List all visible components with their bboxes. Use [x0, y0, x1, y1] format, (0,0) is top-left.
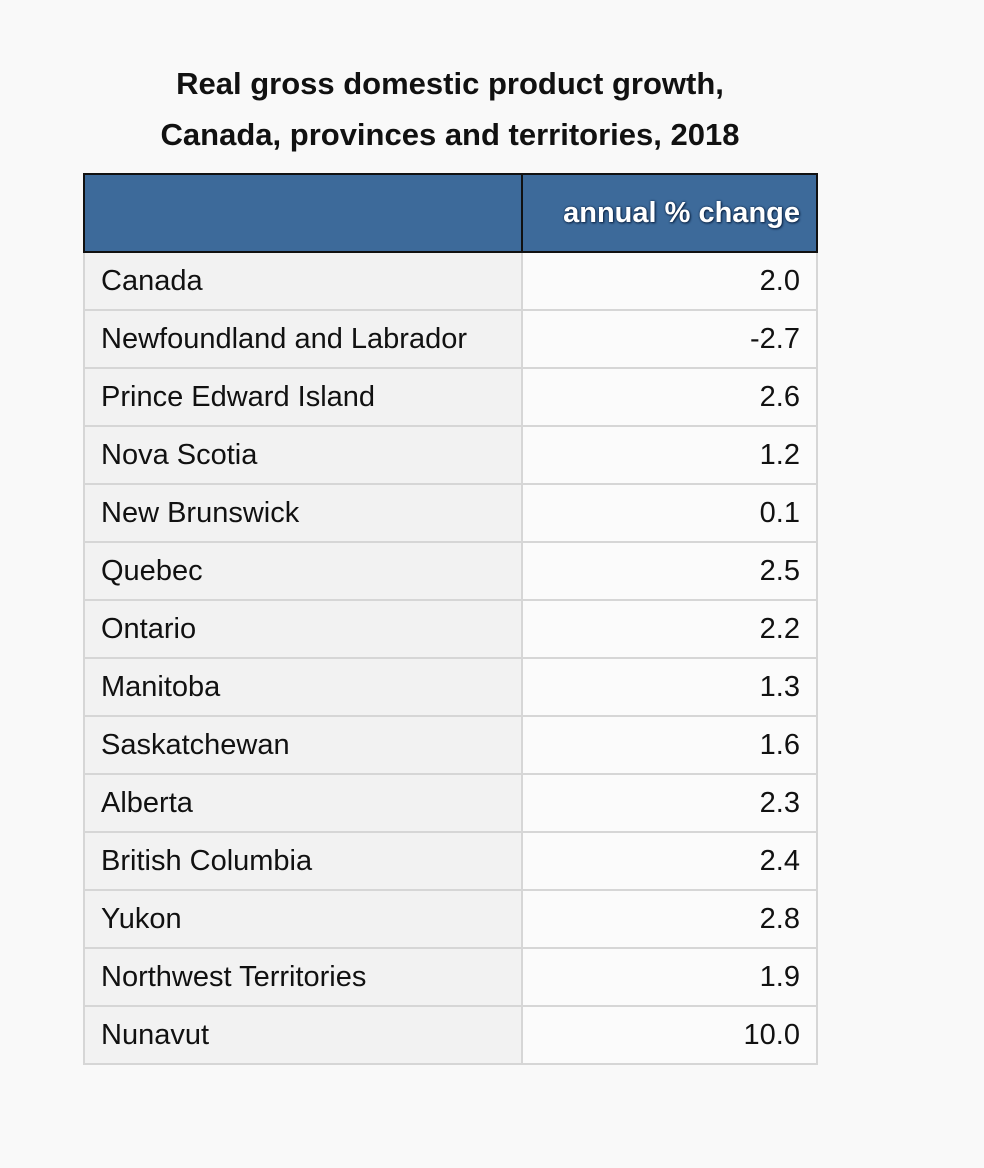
- header-row: annual % change: [83, 173, 818, 253]
- region-cell: British Columbia: [83, 831, 523, 891]
- region-cell: Nova Scotia: [83, 425, 523, 485]
- table-title: Real gross domestic product growth, Cana…: [83, 58, 817, 160]
- table-row: Northwest Territories 1.9: [83, 947, 818, 1007]
- table-row: Saskatchewan 1.6: [83, 715, 818, 775]
- table-row: Quebec 2.5: [83, 541, 818, 601]
- table-row: Nova Scotia 1.2: [83, 425, 818, 485]
- region-cell: Saskatchewan: [83, 715, 523, 775]
- value-cell: 2.4: [521, 831, 818, 891]
- table-row: New Brunswick 0.1: [83, 483, 818, 543]
- value-cell: 10.0: [521, 1005, 818, 1065]
- value-cell: 1.6: [521, 715, 818, 775]
- region-cell: Nunavut: [83, 1005, 523, 1065]
- value-cell: 0.1: [521, 483, 818, 543]
- value-cell: 2.6: [521, 367, 818, 427]
- region-cell: Newfoundland and Labrador: [83, 309, 523, 369]
- table-row: Nunavut 10.0: [83, 1005, 818, 1065]
- region-cell: Prince Edward Island: [83, 367, 523, 427]
- value-cell: 1.9: [521, 947, 818, 1007]
- value-cell: 2.3: [521, 773, 818, 833]
- title-line-1: Real gross domestic product growth,: [176, 66, 724, 101]
- value-cell: 1.2: [521, 425, 818, 485]
- value-cell: 1.3: [521, 657, 818, 717]
- value-cell: 2.8: [521, 889, 818, 949]
- table-row: Prince Edward Island 2.6: [83, 367, 818, 427]
- table-row: Yukon 2.8: [83, 889, 818, 949]
- region-cell: Yukon: [83, 889, 523, 949]
- value-cell: 2.0: [521, 251, 818, 311]
- region-cell: Northwest Territories: [83, 947, 523, 1007]
- title-line-2: Canada, provinces and territories, 2018: [160, 117, 740, 152]
- table-row: Ontario 2.2: [83, 599, 818, 659]
- value-cell: -2.7: [521, 309, 818, 369]
- region-cell: Ontario: [83, 599, 523, 659]
- table-row: British Columbia 2.4: [83, 831, 818, 891]
- value-cell: 2.5: [521, 541, 818, 601]
- table-row: Canada 2.0: [83, 251, 818, 311]
- value-cell: 2.2: [521, 599, 818, 659]
- region-cell: Quebec: [83, 541, 523, 601]
- header-region: [83, 173, 523, 253]
- table-row: Alberta 2.3: [83, 773, 818, 833]
- gdp-growth-table: annual % change Canada 2.0 Newfoundland an…: [83, 173, 818, 1065]
- region-cell: New Brunswick: [83, 483, 523, 543]
- region-cell: Alberta: [83, 773, 523, 833]
- table-row: Newfoundland and Labrador -2.7: [83, 309, 818, 369]
- table-row: Manitoba 1.3: [83, 657, 818, 717]
- region-cell: Canada: [83, 251, 523, 311]
- header-annual-change: annual % change: [521, 173, 818, 253]
- region-cell: Manitoba: [83, 657, 523, 717]
